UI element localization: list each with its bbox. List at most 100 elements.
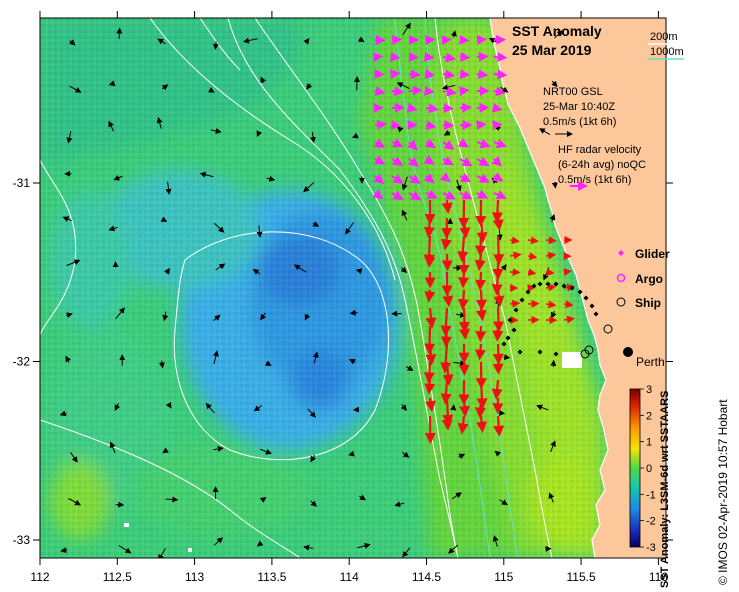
gsl-vector bbox=[165, 181, 172, 195]
hf-vector bbox=[459, 102, 473, 113]
argo-legend-label: Argo bbox=[635, 272, 663, 286]
hf-vector bbox=[493, 289, 505, 308]
hf-vector bbox=[425, 35, 436, 46]
colorbar-tick-label: -2 bbox=[646, 516, 656, 528]
hf-vector bbox=[406, 102, 418, 113]
gsl-vector bbox=[443, 129, 451, 136]
hf-vector bbox=[423, 217, 435, 239]
gsl-vector bbox=[62, 216, 72, 222]
hf-vector bbox=[476, 102, 490, 113]
glider-point bbox=[545, 281, 551, 287]
x-tick-label: 114 bbox=[340, 570, 359, 584]
hf-vector bbox=[424, 253, 436, 268]
gsl-vector bbox=[551, 80, 558, 88]
glider-point bbox=[537, 281, 543, 287]
hf-vector bbox=[423, 155, 435, 165]
hf-vector bbox=[408, 156, 420, 168]
hf-vector bbox=[441, 235, 452, 251]
y-tick-label: -31 bbox=[13, 176, 31, 190]
gsl-vector bbox=[357, 36, 365, 43]
gsl-vector bbox=[68, 498, 82, 506]
gsl-vector bbox=[400, 404, 407, 412]
hf-vector bbox=[425, 189, 438, 199]
hf-vector bbox=[474, 253, 486, 272]
gsl-vector bbox=[358, 494, 367, 501]
gsl-vector bbox=[293, 264, 307, 273]
hf-vector bbox=[408, 174, 421, 184]
gsl-vector bbox=[113, 174, 123, 181]
hf-vector bbox=[424, 138, 436, 149]
gsl-vector bbox=[494, 450, 502, 457]
hf-vector bbox=[476, 138, 491, 149]
hf-vector bbox=[493, 52, 508, 63]
gsl-vector bbox=[116, 27, 123, 40]
gsl-vector bbox=[312, 221, 320, 227]
gsl-vector bbox=[554, 30, 564, 39]
gsl-vector bbox=[212, 350, 219, 365]
hf-vector bbox=[459, 86, 470, 97]
hf-vector bbox=[459, 217, 471, 239]
hf-vector bbox=[457, 415, 469, 435]
gsl-vector bbox=[165, 496, 179, 503]
x-tick-label: 114.5 bbox=[412, 570, 441, 584]
gsl-vector bbox=[401, 209, 408, 221]
hf-vector bbox=[425, 307, 437, 329]
hf-vector bbox=[493, 415, 505, 437]
colorbar-tick-label: -1 bbox=[646, 489, 656, 501]
gsl-vector bbox=[157, 38, 166, 45]
gsl-vector bbox=[161, 84, 169, 91]
glider-legend-label: Glider bbox=[635, 247, 670, 261]
hf-vector bbox=[476, 69, 489, 80]
hf-vector bbox=[509, 251, 522, 260]
gsl-vector bbox=[550, 440, 556, 453]
gsl-vector bbox=[68, 39, 76, 46]
hf-vector bbox=[408, 85, 423, 96]
hf-vector bbox=[391, 174, 404, 185]
hf-vector bbox=[442, 361, 454, 386]
colorbar-label: SST Anomaly: L3SM-6d wrt SSTAARS bbox=[659, 391, 671, 588]
glider-point bbox=[583, 295, 589, 301]
hf-vector bbox=[442, 140, 455, 150]
gsl-vector bbox=[312, 351, 319, 364]
x-tick-label: 116 bbox=[649, 570, 668, 584]
hf-vector bbox=[474, 343, 486, 361]
argo-symbol bbox=[616, 273, 626, 283]
gsl-vector bbox=[256, 225, 263, 238]
glider-point bbox=[589, 303, 595, 309]
colorbar-tick-label: 3 bbox=[646, 384, 652, 396]
glider-point bbox=[553, 281, 559, 287]
hf-vector bbox=[459, 172, 472, 182]
glider-point bbox=[513, 307, 519, 313]
gsl-vector bbox=[303, 182, 315, 193]
glider-point bbox=[531, 283, 537, 289]
gsl-vector bbox=[348, 359, 356, 365]
gsl-vector bbox=[307, 408, 316, 418]
gsl-vector bbox=[213, 314, 221, 322]
gsl-vector bbox=[165, 401, 172, 409]
hf-vector bbox=[475, 325, 487, 343]
gsl-vector bbox=[548, 492, 555, 503]
gsl-vector bbox=[162, 447, 169, 454]
gsl-vector bbox=[401, 451, 410, 458]
gsl-vector bbox=[66, 259, 81, 266]
hf-vector bbox=[441, 415, 453, 431]
gsl-vector bbox=[213, 222, 225, 233]
hf-vector bbox=[442, 52, 457, 63]
hf-vector bbox=[442, 86, 457, 97]
credit-text: © IMOS 02-Apr-2019 10:57 Hobart bbox=[716, 399, 730, 585]
hf-vector bbox=[440, 379, 452, 405]
glider-point bbox=[593, 311, 599, 317]
hf-vector bbox=[476, 217, 488, 244]
hf-vector bbox=[509, 236, 520, 245]
gsl-vector bbox=[242, 37, 258, 44]
marker-legend: Glider Argo Ship bbox=[616, 247, 670, 310]
gsl-vector bbox=[304, 313, 311, 321]
hf-vector bbox=[527, 236, 539, 245]
gsl-vector bbox=[65, 355, 71, 363]
gsl-vector bbox=[549, 213, 556, 223]
gsl-vector bbox=[451, 492, 462, 500]
glider-point bbox=[577, 289, 583, 295]
gsl-vector bbox=[260, 76, 266, 84]
gsl-vector bbox=[260, 448, 272, 455]
